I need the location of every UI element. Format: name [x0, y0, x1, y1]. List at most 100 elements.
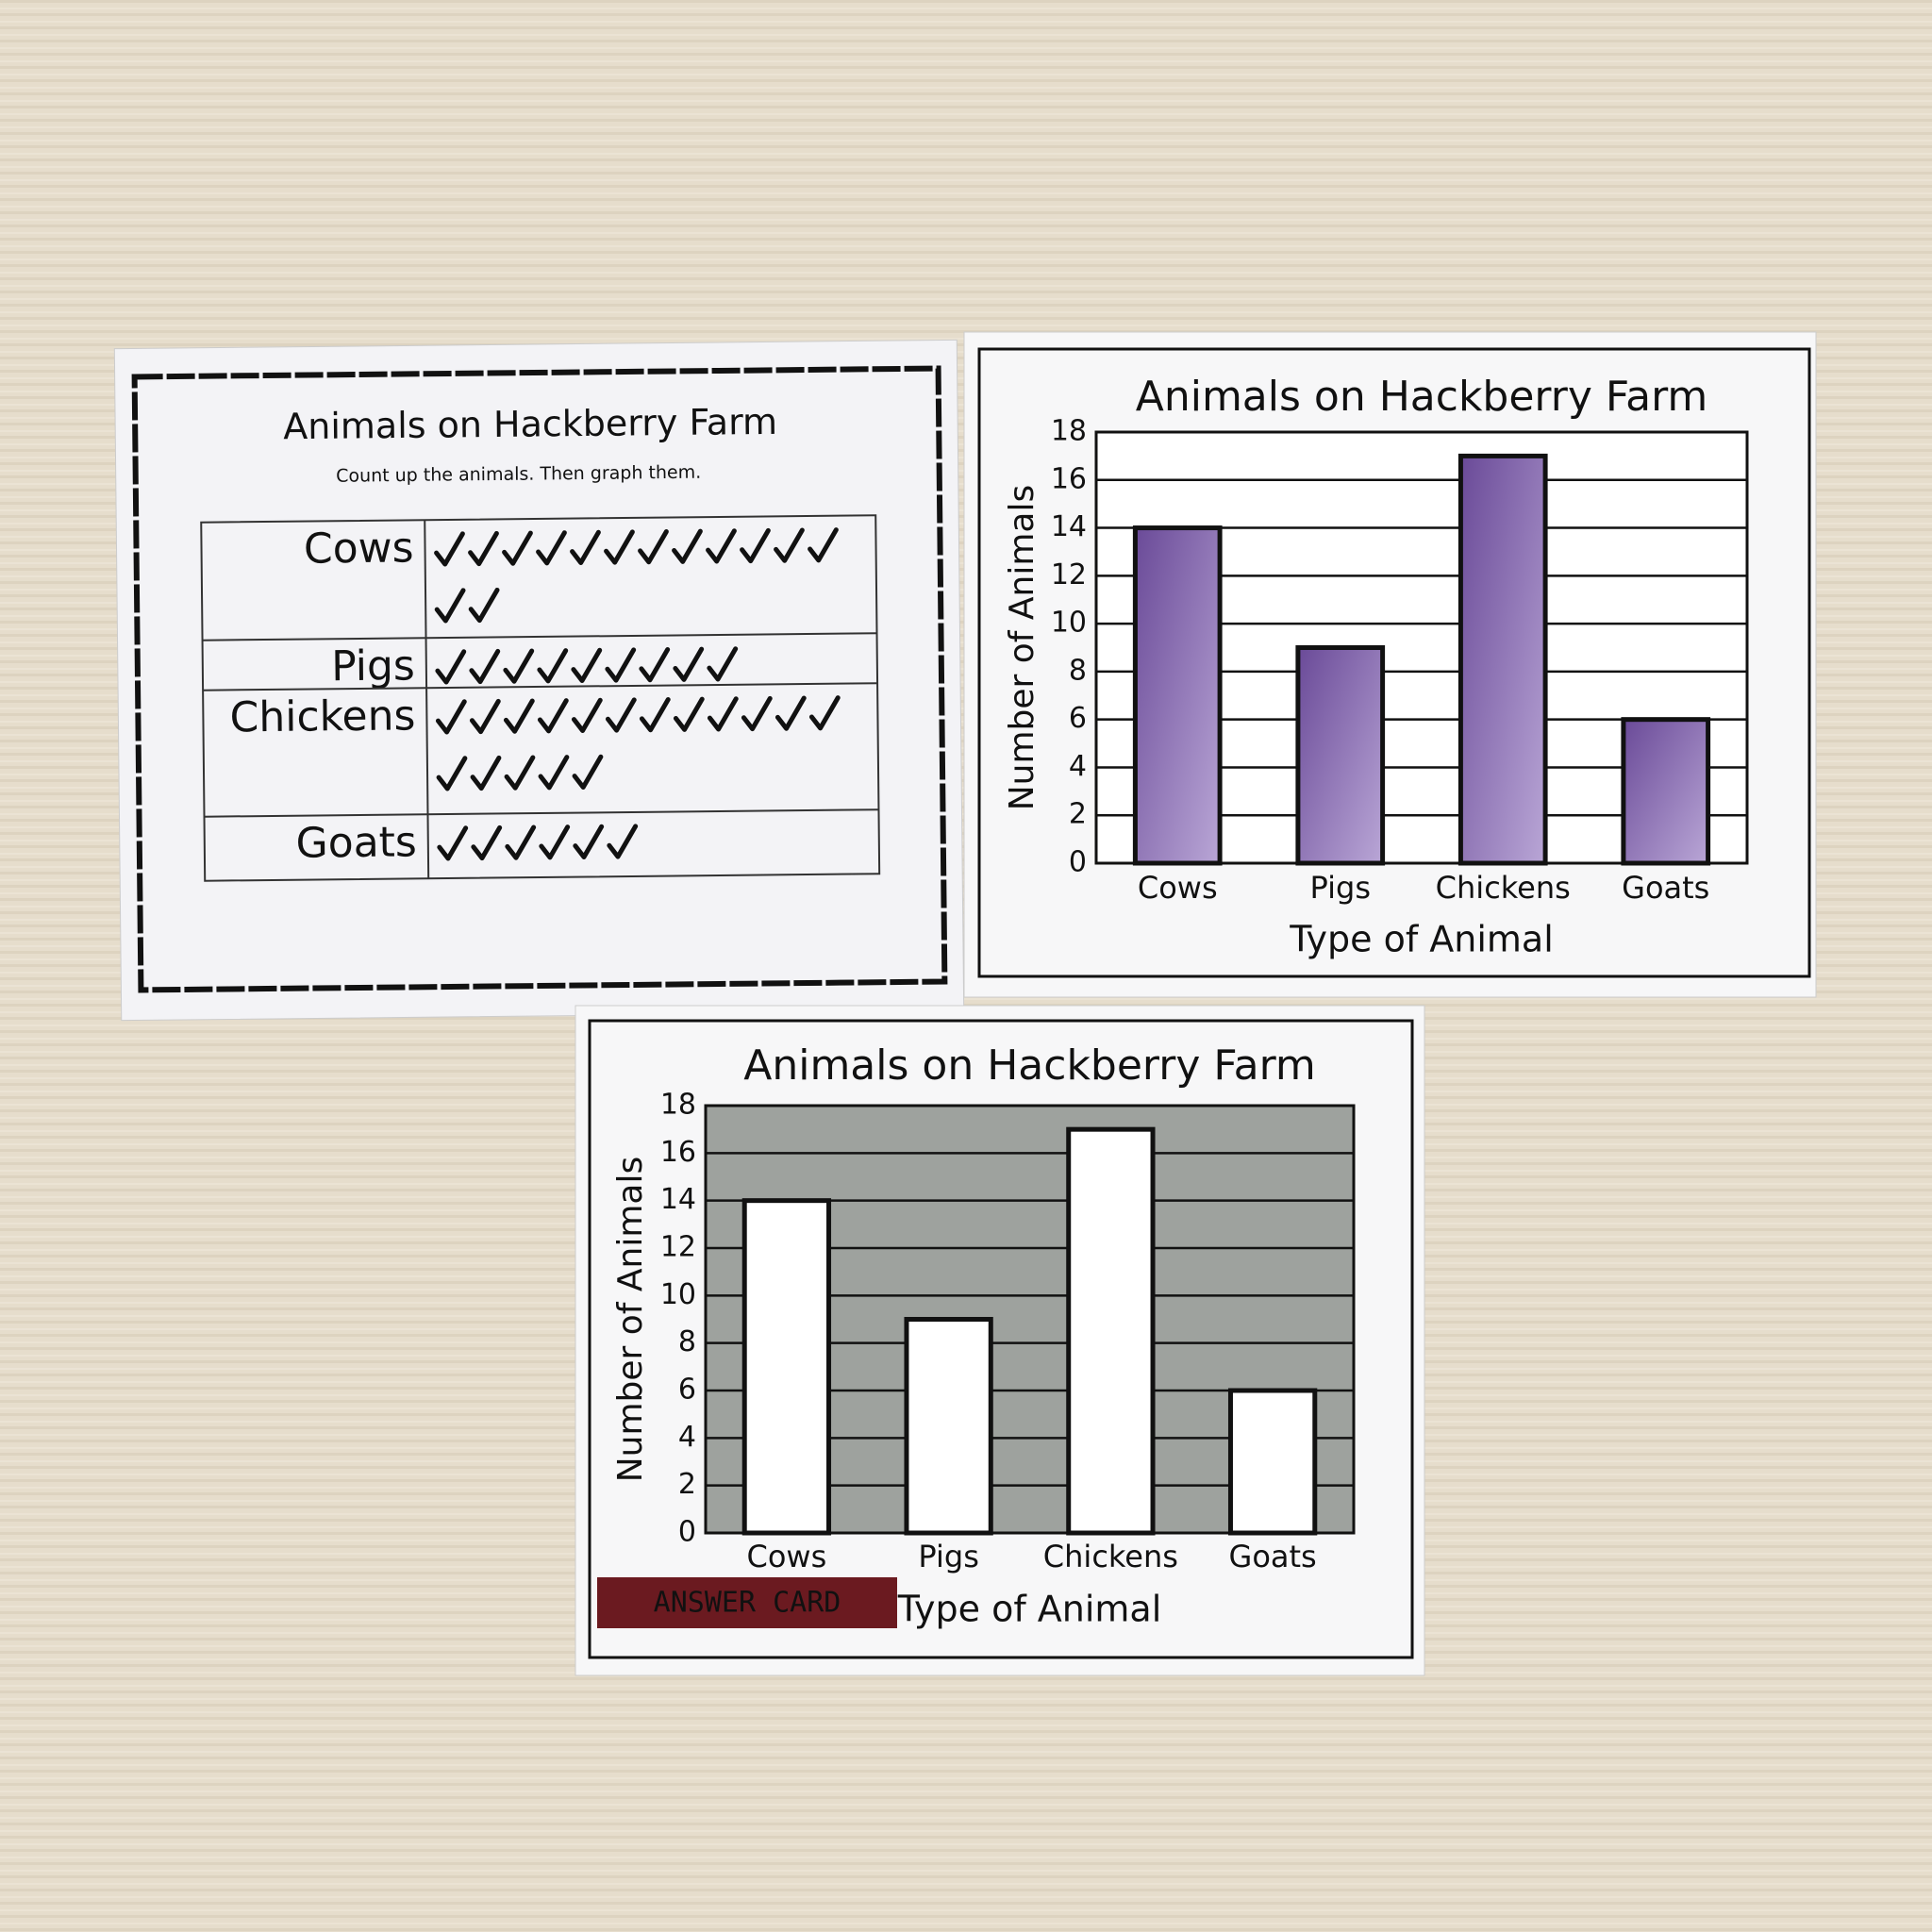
x-tick-label: Pigs [918, 1539, 978, 1574]
check-mark [572, 754, 604, 791]
bar [1295, 645, 1386, 866]
tally-card [113, 339, 965, 1022]
check-mark [539, 824, 571, 860]
y-tick-label: 4 [678, 1421, 696, 1454]
tally-table [200, 514, 881, 882]
check-mark [471, 824, 503, 861]
y-tick-label: 4 [1069, 750, 1087, 783]
check-mark [672, 528, 703, 564]
check-mark [504, 755, 536, 791]
y-tick-label: 2 [678, 1468, 696, 1501]
tally-title: Animals on Hackberry Farm [283, 401, 777, 447]
check-mark [571, 697, 603, 734]
card-border [588, 1019, 1414, 1659]
bar [904, 1317, 993, 1536]
check-mark [570, 529, 601, 566]
y-tick-label: 8 [1069, 654, 1087, 687]
annotation-tag [597, 1577, 897, 1628]
check-mark [571, 647, 603, 684]
y-tick-label: 0 [678, 1516, 696, 1549]
check-mark [435, 699, 467, 735]
check-mark [808, 695, 841, 731]
table-divider [424, 520, 430, 879]
check-mark [706, 528, 737, 564]
check-mark [740, 527, 771, 564]
y-tick-label: 10 [1051, 607, 1087, 640]
check-mark [437, 825, 469, 861]
card-border [131, 365, 948, 993]
y-tick-label: 10 [660, 1278, 696, 1311]
bar [1457, 453, 1548, 866]
y-tick-label: 16 [1051, 462, 1087, 495]
row-label: Cows [304, 524, 414, 573]
check-mark [605, 647, 637, 683]
x-axis-label: Type of Animal [1289, 919, 1554, 960]
x-axis-label: Type of Animal [897, 1589, 1162, 1630]
row-label: Chickens [229, 691, 415, 741]
annotation: ANSWER CARD [654, 1587, 841, 1620]
check-mark [468, 530, 499, 567]
y-axis-label: Number of Animals [1003, 485, 1041, 811]
y-tick-label: 14 [660, 1183, 696, 1216]
y-tick-label: 8 [678, 1325, 696, 1358]
check-mark [503, 698, 535, 734]
check-mark [434, 531, 465, 567]
check-mark [639, 697, 671, 733]
row-line [203, 682, 878, 691]
y-tick-label: 14 [1051, 510, 1087, 543]
y-tick-label: 6 [1069, 702, 1087, 735]
content: Animals on Hackberry Farm Count up the an… [200, 373, 1749, 1630]
check-mark [573, 824, 605, 859]
chart-title: Animals on Hackberry Farm [743, 1041, 1316, 1090]
check-mark [639, 647, 671, 683]
check-mark [808, 527, 839, 563]
check-mark [436, 756, 468, 791]
check-mark [638, 529, 669, 565]
check-mark [469, 698, 501, 735]
check-mark [673, 646, 705, 682]
bar [1621, 717, 1711, 866]
y-tick-label: 16 [660, 1136, 696, 1169]
check-mark [502, 530, 533, 566]
check-mark [537, 648, 569, 684]
tally-subtitle: Count up the animals. Then graph them. [336, 462, 701, 487]
x-tick-label: Chickens [1043, 1539, 1178, 1574]
y-tick-label: 12 [660, 1231, 696, 1264]
bar [1132, 525, 1223, 866]
y-tick-label: 6 [678, 1374, 696, 1407]
tally: Animals on Hackberry Farm Count up the an… [200, 401, 881, 882]
check-mark [503, 648, 535, 684]
check-mark [470, 755, 502, 791]
chart-title: Animals on Hackberry Farm [1136, 373, 1708, 421]
check-mark [604, 529, 635, 565]
x-tick-label: Goats [1622, 870, 1709, 906]
x-tick-label: Pigs [1310, 870, 1371, 906]
row-line [204, 808, 879, 818]
row-line [202, 632, 877, 641]
card-border [977, 347, 1811, 978]
check-mark [469, 648, 501, 685]
row-label: Pigs [331, 641, 415, 691]
check-mark [537, 698, 569, 734]
y-axis-label: Number of Animals [611, 1157, 650, 1483]
check-mark [505, 824, 537, 860]
x-tick-label: Goats [1229, 1539, 1317, 1574]
check-mark [468, 587, 500, 624]
check-mark [774, 527, 805, 563]
y-tick-label: 18 [1051, 415, 1087, 448]
x-tick-label: Cows [1138, 870, 1218, 906]
check-mark [605, 697, 637, 733]
row-label: Goats [295, 818, 417, 867]
y-tick-label: 18 [660, 1089, 696, 1122]
x-tick-label: Cows [746, 1539, 826, 1574]
check-mark [538, 755, 570, 791]
check-mark [707, 696, 739, 732]
check-mark [774, 695, 807, 731]
y-tick-label: 0 [1069, 846, 1087, 879]
check-mark [607, 824, 639, 859]
check-mark [434, 588, 466, 624]
y-tick-label: 2 [1069, 798, 1087, 831]
bar [741, 1198, 832, 1536]
